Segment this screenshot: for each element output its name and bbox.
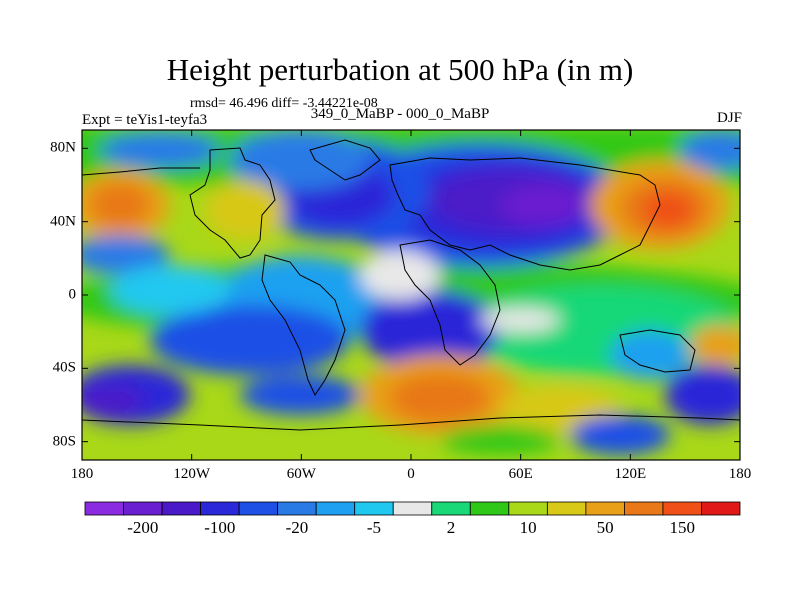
colorbar-swatch (277, 501, 317, 516)
colorbar-swatch (508, 501, 548, 516)
height-perturbation-field (82, 130, 740, 460)
colorbar-swatch (469, 501, 510, 516)
lat-tick-label: 80S (52, 433, 76, 450)
colorbar-swatch (701, 501, 741, 516)
lon-tick-label: 60E (508, 466, 533, 482)
colorbar-swatch (354, 501, 394, 516)
season-label: DJF (716, 110, 742, 126)
colorbar-swatch (585, 501, 625, 516)
colorbar-label: 2 (446, 518, 456, 537)
lat-tick-label: 40S (52, 359, 76, 376)
lon-tick-label: 120W (173, 466, 210, 482)
colorbar-label: 150 (669, 518, 695, 537)
coastlines (82, 139, 740, 431)
colorbar-label: -5 (366, 518, 382, 537)
lat-tick-label: 80N (50, 139, 76, 156)
period-label: 349_0_MaBP - 000_0_MaBP (310, 106, 490, 122)
lon-tick-label: 0 (407, 466, 415, 482)
figure-title: Height perturbation at 500 hPa (in m) (166, 52, 634, 87)
colorbar-swatch (123, 501, 163, 516)
experiment-label: Expt = teYis1-teyfa3 (82, 112, 208, 128)
colorbar-label: 10 (519, 518, 537, 537)
colorbar-swatch (161, 501, 201, 516)
lon-tick-label: 180 (728, 466, 752, 482)
colorbar-label: 50 (596, 518, 614, 537)
colorbar-label: -100 (204, 518, 236, 537)
colorbar-swatch (392, 501, 433, 516)
colorbar-swatch (431, 501, 471, 516)
colorbar-swatch (84, 501, 124, 516)
colorbar-label: -20 (285, 518, 309, 537)
colorbar-swatch (624, 501, 664, 516)
lat-tick-label: 0 (68, 286, 77, 303)
lat-tick-label: 40N (50, 213, 76, 230)
colorbar-swatch (200, 501, 240, 516)
lon-tick-label: 180 (70, 466, 94, 482)
lon-tick-label: 60W (286, 466, 316, 482)
colorbar (84, 501, 741, 516)
colorbar-swatch (315, 501, 356, 516)
colorbar-swatch (662, 501, 702, 516)
colorbar-label: -200 (127, 518, 159, 537)
stats-line: rmsd= 46.496 diff= -3.44221e-08 (190, 96, 378, 111)
colorbar-swatch (546, 501, 587, 516)
colorbar-swatch (238, 501, 279, 516)
lon-tick-label: 120E (614, 466, 647, 482)
